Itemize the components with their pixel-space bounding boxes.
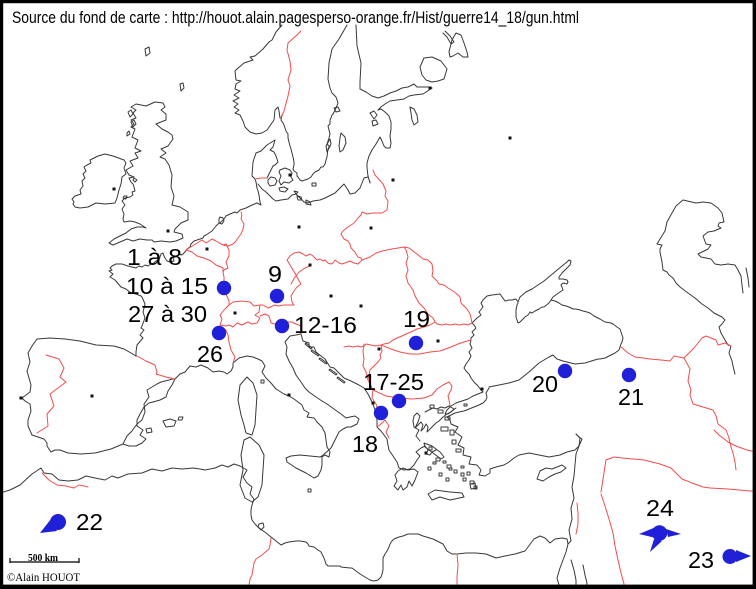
svg-text:©Alain HOUOT: ©Alain HOUOT — [7, 570, 81, 584]
svg-text:18: 18 — [352, 431, 378, 457]
svg-text:1 à 8: 1 à 8 — [127, 244, 182, 270]
svg-text:500 km: 500 km — [28, 553, 59, 564]
svg-text:17-25: 17-25 — [363, 369, 424, 395]
svg-text:9: 9 — [268, 261, 282, 287]
svg-text:23: 23 — [688, 547, 714, 573]
svg-text:10 à 15: 10 à 15 — [126, 273, 208, 299]
svg-text:26: 26 — [197, 341, 223, 367]
svg-text:24: 24 — [646, 495, 674, 521]
svg-text:21: 21 — [618, 384, 644, 410]
svg-text:12-16: 12-16 — [294, 312, 357, 338]
svg-text:20: 20 — [532, 371, 558, 397]
svg-text:Source du fond de carte : http: Source du fond de carte : http://houot.a… — [12, 8, 579, 27]
svg-text:22: 22 — [76, 509, 103, 535]
svg-text:19: 19 — [403, 306, 430, 332]
svg-text:27 à 30: 27 à 30 — [128, 301, 207, 327]
